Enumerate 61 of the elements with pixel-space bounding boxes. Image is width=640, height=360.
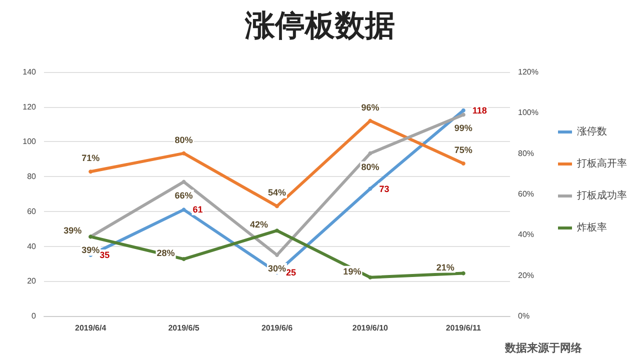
y2-tick-label: 0% — [518, 312, 530, 320]
point — [88, 170, 93, 174]
y2-tick-label: 120% — [518, 68, 538, 76]
y-tick-label: 40 — [27, 242, 37, 251]
point — [461, 112, 466, 117]
data-label: 96% — [361, 102, 380, 112]
point — [368, 118, 372, 123]
point — [275, 204, 279, 208]
data-label: 28% — [156, 248, 175, 258]
x-tick-label: 2019/6/4 — [75, 324, 107, 332]
point — [182, 208, 186, 212]
data-label: 80% — [174, 134, 193, 145]
point — [368, 275, 372, 280]
chart-title: 涨停板数据 — [244, 8, 395, 44]
data-label: 21% — [436, 262, 454, 272]
point — [182, 180, 186, 184]
point — [182, 257, 186, 262]
y2-tick-label: 80% — [518, 148, 534, 158]
data-label: 25 — [286, 267, 296, 278]
data-label: 39% — [82, 245, 100, 256]
data-label: 54% — [268, 188, 286, 198]
y-tick-label: 20 — [27, 276, 37, 286]
legend-label: 涨停数 — [577, 126, 607, 138]
data-label: 61 — [192, 204, 203, 215]
data-label: 30% — [268, 264, 286, 274]
data-label: 80% — [361, 162, 380, 172]
y-tick-label: 140 — [22, 68, 37, 76]
data-label: 66% — [174, 190, 193, 200]
data-label: 118 — [472, 105, 487, 116]
y-tick-label: 60 — [27, 206, 37, 216]
point — [461, 162, 466, 166]
y-tick-label: 80 — [27, 172, 37, 182]
data-label: 35 — [100, 250, 110, 260]
data-label: 99% — [454, 123, 472, 134]
x-tick-label: 2019/6/5 — [168, 324, 200, 332]
data-label: 42% — [250, 220, 268, 230]
y-tick-label: 100 — [22, 137, 37, 146]
y2-tick-label: 40% — [518, 230, 534, 240]
y2-tick-label: 100% — [518, 108, 538, 118]
point — [461, 271, 466, 276]
point — [275, 228, 279, 233]
point — [182, 151, 186, 156]
data-label: 75% — [454, 145, 472, 155]
legend-label: 打板成功率 — [576, 190, 627, 202]
point — [368, 186, 372, 191]
x-tick-label: 2019/6/6 — [261, 324, 294, 332]
y-tick-label: 120 — [22, 102, 37, 112]
legend-label: 炸板率 — [577, 222, 607, 234]
legend-label: 打板高开率 — [576, 158, 627, 170]
text: 数据来源于网络 — [504, 342, 583, 354]
point — [461, 108, 466, 112]
x-tick-label: 2019/6/10 — [352, 324, 389, 332]
point — [368, 151, 372, 156]
y2-tick-label: 60% — [518, 190, 534, 198]
x-tick-label: 2019/6/11 — [446, 324, 482, 332]
y2-tick-label: 20% — [518, 270, 534, 280]
data-label: 19% — [343, 266, 362, 276]
data-label: 71% — [82, 153, 100, 164]
data-label: 73 — [379, 184, 390, 194]
y-tick-label: 0 — [32, 312, 37, 320]
data-label: 39% — [64, 226, 82, 236]
